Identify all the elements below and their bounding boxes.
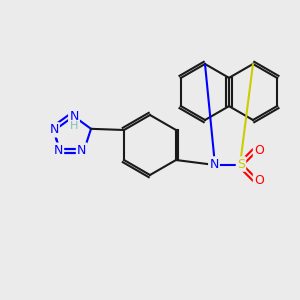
Text: O: O (254, 173, 264, 187)
Text: N: N (49, 123, 59, 136)
Text: N: N (54, 144, 63, 157)
Text: N: N (209, 158, 219, 170)
Text: N: N (69, 110, 79, 122)
Text: S: S (237, 158, 245, 170)
Text: N: N (77, 144, 86, 157)
Text: H: H (70, 121, 78, 131)
Text: O: O (254, 143, 264, 157)
